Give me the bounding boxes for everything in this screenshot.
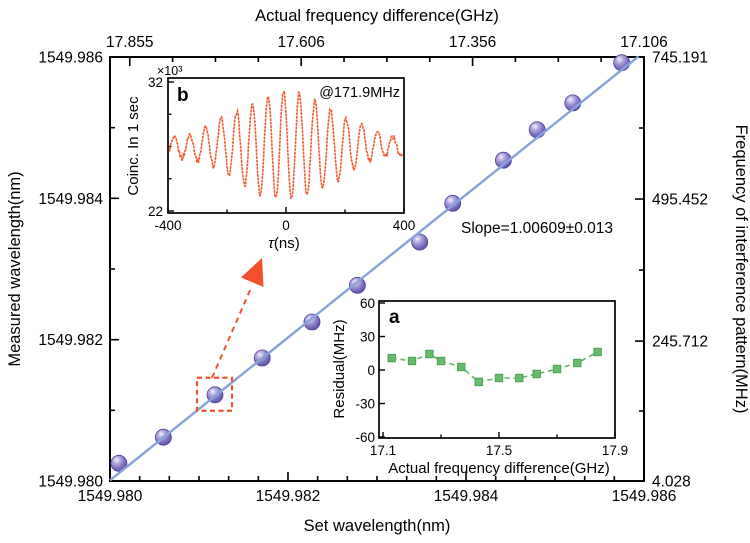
inset-a-x-axis-title: Actual frequency difference(GHz) bbox=[388, 460, 610, 477]
inset-b-y-axis-title: Coinc. In 1 sec bbox=[125, 96, 142, 196]
right-tick-label: 495.452 bbox=[652, 192, 708, 209]
inset-b-x-tick-label: 400 bbox=[393, 218, 416, 233]
inset-a-residual-point bbox=[425, 349, 434, 359]
inset-a-x-tick-label: 17.5 bbox=[486, 443, 512, 458]
slope-annotation: Slope=1.00609±0.013 bbox=[461, 220, 613, 237]
inset-b-y-tick-label: 22 bbox=[148, 204, 163, 219]
inset-a-x-tick-label: 17.1 bbox=[370, 443, 396, 458]
inset-b-x-tick-label: -400 bbox=[154, 218, 181, 233]
bottom-tick-label: 1549.982 bbox=[256, 488, 321, 505]
left-tick-label: 1549.982 bbox=[38, 332, 103, 349]
inset-b-frequency-annotation: @171.9MHz bbox=[319, 85, 400, 101]
data-point-sphere bbox=[348, 276, 366, 294]
inset-a-y-tick-label: -30 bbox=[355, 397, 375, 412]
inset-a-residual-point bbox=[515, 373, 524, 383]
right-axis-title: Frequency of interference pattern(MHz) bbox=[732, 125, 750, 414]
top-tick-label: 17.606 bbox=[277, 34, 324, 51]
left-tick-label: 1549.986 bbox=[38, 50, 103, 67]
left-tick-label: 1549.984 bbox=[38, 191, 103, 208]
data-point-sphere bbox=[303, 313, 321, 331]
highlight-dashed-box bbox=[195, 376, 234, 412]
inset-a-y-tick-label: -60 bbox=[355, 430, 375, 445]
inset-a-residual-point bbox=[407, 356, 417, 366]
left-axis-title: Measured wavelength(nm) bbox=[6, 171, 24, 366]
inset-a-panel-label: a bbox=[389, 307, 400, 328]
bottom-tick-label: 1549.986 bbox=[612, 488, 677, 505]
data-point-sphere bbox=[613, 54, 631, 72]
inset-b-x-axis-title: τ(ns) bbox=[268, 235, 299, 252]
inset-b-coincidence-plot: -400 0 400 32 22 bbox=[148, 75, 415, 233]
inset-b-y-exponent: ×10³ bbox=[157, 64, 182, 78]
data-point-sphere bbox=[528, 121, 546, 139]
inset-a-residual-point bbox=[593, 347, 602, 357]
right-tick-label: 4.028 bbox=[652, 474, 691, 491]
inset-a-y-tick-label: 30 bbox=[360, 329, 375, 344]
inset-a-residual-point bbox=[457, 362, 466, 372]
top-tick-label: 17.106 bbox=[620, 34, 667, 51]
top-tick-label: 17.356 bbox=[449, 34, 496, 51]
top-tick-label: 17.855 bbox=[106, 34, 153, 51]
inset-a-x-tick-label: 17.9 bbox=[602, 443, 628, 458]
inset-a-y-tick-label: 60 bbox=[360, 296, 375, 311]
inset-a-residual-point bbox=[494, 373, 504, 383]
inset-b-y-tick-label: 32 bbox=[148, 75, 163, 90]
inset-a-y-axis-title: Residual(MHz) bbox=[331, 319, 348, 418]
inset-b-frame bbox=[167, 77, 405, 214]
bottom-axis-title: Set wavelength(nm) bbox=[304, 517, 451, 535]
data-point-sphere bbox=[494, 151, 512, 169]
highlight-decorations bbox=[195, 258, 264, 412]
inset-a-residual-point bbox=[532, 369, 541, 379]
top-axis-title: Actual frequency difference(GHz) bbox=[255, 7, 499, 25]
right-tick-label: 745.191 bbox=[652, 50, 708, 67]
right-tick-label: 245.712 bbox=[652, 334, 708, 351]
inset-a-residual-point bbox=[474, 377, 483, 387]
inset-a-frame bbox=[378, 300, 616, 439]
inset-a-y-tick-label: 0 bbox=[367, 363, 375, 378]
inset-b-panel-label: b bbox=[177, 85, 189, 106]
left-tick-label: 1549.980 bbox=[38, 474, 103, 491]
inset-a-residual-point bbox=[573, 358, 582, 368]
data-point-sphere bbox=[110, 454, 128, 472]
bottom-tick-label: 1549.980 bbox=[78, 488, 143, 505]
inset-b-x-tick-label: 0 bbox=[282, 218, 290, 233]
bottom-tick-label: 1549.984 bbox=[434, 488, 499, 505]
inset-a-residual-point bbox=[387, 353, 396, 363]
inset-a-residual-plot: 17.1 17.5 17.9 60 30 0 -30 -60 bbox=[355, 296, 628, 458]
data-point-sphere bbox=[411, 233, 429, 251]
inset-a-residual-point bbox=[436, 356, 446, 366]
inset-b-interference-waveform bbox=[169, 88, 403, 202]
inset-a-residual-point bbox=[552, 364, 562, 374]
arrow-head bbox=[241, 258, 264, 287]
arrow-dashed-shaft bbox=[211, 287, 252, 379]
